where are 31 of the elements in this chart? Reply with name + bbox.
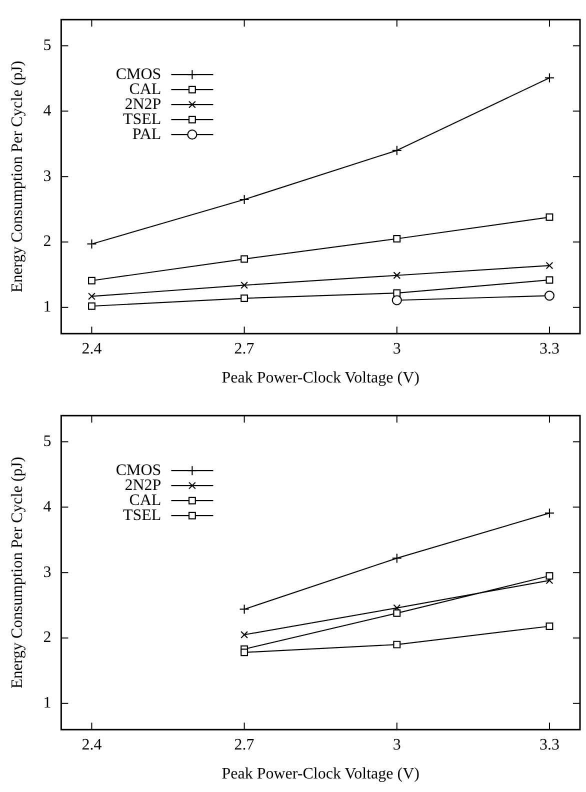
y-tick-label: 3 bbox=[43, 168, 52, 185]
x-tick-label: 3.3 bbox=[539, 736, 560, 754]
legend-label: CAL bbox=[129, 492, 162, 509]
x-tick-label: 2.7 bbox=[234, 736, 254, 754]
y-axis-title: Energy Consumption Per Cycle (pJ) bbox=[8, 456, 26, 688]
x-tick-label: 2.4 bbox=[82, 340, 102, 358]
y-tick-label: 1 bbox=[43, 694, 52, 712]
legend-label: TSEL bbox=[122, 110, 162, 128]
x-tick-label: 2.7 bbox=[234, 340, 254, 358]
x-axis-title: Peak Power-Clock Voltage (V) bbox=[222, 370, 420, 387]
legend-label: CAL bbox=[129, 80, 162, 98]
legend-label: TSEL bbox=[122, 506, 162, 524]
legend-label: 2N2P bbox=[124, 476, 162, 494]
y-tick-label: 3 bbox=[43, 564, 52, 581]
x-tick-label: 3 bbox=[392, 340, 401, 358]
x-tick-label: 3 bbox=[392, 736, 401, 754]
y-tick-label: 2 bbox=[43, 233, 52, 250]
x-axis-title: Peak Power-Clock Voltage (V) bbox=[222, 766, 420, 783]
y-tick-label: 5 bbox=[43, 36, 52, 54]
y-axis-title: Energy Consumption Per Cycle (pJ) bbox=[8, 60, 26, 292]
y-tick-label: 4 bbox=[43, 498, 52, 516]
y-tick-label: 5 bbox=[43, 432, 52, 450]
y-tick-label: 2 bbox=[43, 629, 52, 646]
legend-label: CMOS bbox=[116, 66, 162, 83]
legend-label: PAL bbox=[132, 126, 162, 143]
x-tick-label: 3.3 bbox=[539, 340, 560, 358]
legend-label: CMOS bbox=[116, 462, 162, 479]
y-tick-label: 1 bbox=[43, 298, 52, 316]
legend-label: 2N2P bbox=[124, 96, 162, 113]
y-tick-label: 4 bbox=[43, 102, 52, 120]
x-tick-label: 2.4 bbox=[82, 736, 102, 754]
